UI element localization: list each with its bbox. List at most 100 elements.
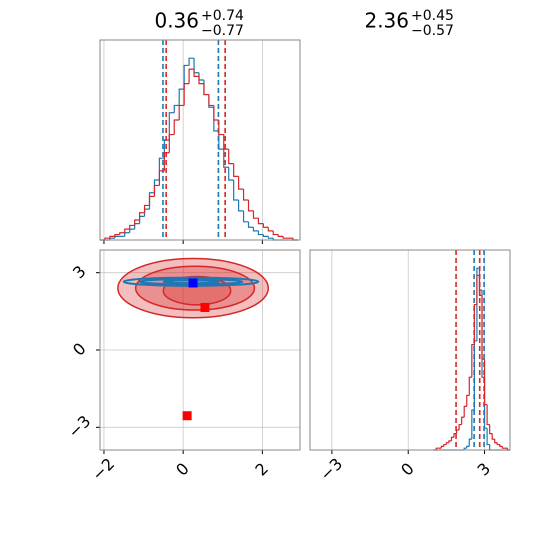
x-tick-label: −3 — [316, 454, 346, 484]
x-tick-label: 0 — [172, 459, 193, 480]
histogram-step — [129, 228, 135, 233]
histogram-step — [466, 394, 470, 407]
histogram-step — [114, 233, 120, 237]
histogram-step — [242, 210, 249, 223]
histogram-step — [213, 107, 219, 132]
histogram-step — [486, 428, 490, 446]
title-upper: +0.45 — [411, 8, 454, 24]
histogram-step — [109, 235, 115, 239]
histogram-step — [458, 423, 462, 430]
histogram-step — [453, 433, 457, 438]
histogram-step — [228, 149, 234, 165]
y-tick-label: 3 — [69, 262, 90, 283]
histogram-step — [489, 424, 493, 435]
title-lower: −0.77 — [201, 23, 244, 39]
histogram-step — [188, 68, 195, 84]
title-lower: −0.57 — [411, 23, 454, 39]
histogram-step — [223, 134, 229, 150]
histogram-step — [198, 76, 204, 85]
histogram-step — [104, 237, 110, 240]
histogram-step — [257, 218, 264, 225]
histogram-step — [473, 340, 477, 410]
histogram-step — [188, 57, 195, 66]
panel-frame — [99, 249, 301, 451]
histogram-step — [489, 444, 493, 451]
contour-level — [117, 257, 270, 319]
histogram-step — [247, 221, 254, 228]
histogram-step — [252, 227, 259, 232]
histogram-step — [178, 88, 185, 106]
panel-frame — [99, 39, 301, 241]
histogram-step — [193, 69, 200, 77]
histogram-step — [483, 359, 488, 406]
histogram-step — [242, 189, 249, 201]
histogram-step — [448, 440, 452, 443]
histogram-step — [218, 130, 224, 150]
histogram-step — [139, 212, 145, 220]
histogram-step — [153, 179, 160, 193]
histogram-step — [143, 204, 150, 213]
histogram-step — [473, 303, 477, 345]
histogram-step — [496, 442, 500, 446]
histogram-step — [267, 236, 274, 239]
histogram-step — [198, 72, 204, 81]
histogram-step — [277, 234, 284, 237]
histogram-step — [466, 445, 470, 449]
histogram-step — [461, 416, 465, 425]
histogram-step — [440, 445, 444, 449]
histogram-step — [476, 274, 480, 305]
histogram-step — [114, 235, 120, 239]
histogram-step — [173, 104, 180, 113]
x-tick-label: 0 — [397, 459, 418, 480]
histogram-step — [134, 223, 140, 230]
histogram-step — [247, 200, 254, 212]
histogram-step — [233, 163, 239, 177]
histogram-step — [203, 80, 209, 96]
histogram-step — [272, 230, 279, 236]
y-tick-label: 0 — [69, 339, 90, 360]
histogram-step — [491, 433, 495, 440]
histogram-step — [158, 170, 165, 186]
title-value: 2.36 — [364, 9, 409, 33]
histogram-step — [203, 83, 209, 96]
histogram-step — [257, 230, 264, 236]
histogram-step — [124, 232, 130, 237]
histogram-step — [468, 438, 472, 447]
histogram-step — [450, 436, 455, 441]
x-tick-label: 3 — [474, 459, 495, 480]
histogram-step — [501, 446, 505, 449]
histogram-step — [193, 58, 200, 74]
histogram-step — [168, 112, 175, 140]
histogram-step — [455, 429, 460, 434]
histogram-step — [252, 210, 259, 219]
marker — [182, 411, 192, 421]
histogram-step — [139, 215, 145, 224]
histogram-step — [463, 405, 467, 418]
histogram-step — [499, 444, 503, 447]
marker — [200, 302, 210, 312]
x-tick-label: −2 — [88, 454, 118, 484]
histogram-step — [443, 443, 447, 447]
histogram-step — [486, 404, 490, 426]
histogram-step — [435, 447, 439, 450]
histogram-step — [178, 104, 185, 120]
histogram-step — [148, 195, 155, 206]
histogram-step — [173, 119, 180, 135]
title-upper: +0.74 — [201, 8, 244, 24]
histogram-step — [119, 232, 125, 235]
histogram-step — [223, 149, 229, 168]
histogram-step — [124, 228, 130, 233]
histogram-step — [476, 267, 480, 341]
histogram-step — [153, 184, 160, 197]
histogram-step — [238, 200, 244, 212]
histogram-step — [282, 236, 289, 239]
histogram-step — [228, 167, 234, 181]
histogram-step — [445, 442, 449, 445]
histogram-step — [262, 223, 269, 228]
histogram-step — [233, 180, 239, 201]
histogram-step — [238, 176, 244, 190]
histogram-step — [148, 192, 155, 210]
histogram-step — [163, 139, 170, 159]
histogram-step — [494, 439, 498, 444]
